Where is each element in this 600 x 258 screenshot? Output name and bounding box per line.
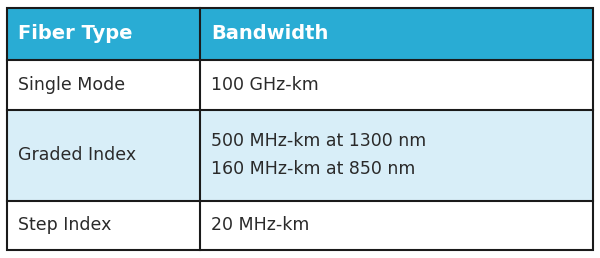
Bar: [7, 60, 200, 110]
Bar: [200, 110, 593, 200]
Bar: [200, 200, 593, 250]
Text: 100 GHz-km: 100 GHz-km: [211, 76, 319, 94]
Text: 20 MHz-km: 20 MHz-km: [211, 216, 310, 235]
Text: Bandwidth: Bandwidth: [211, 24, 329, 43]
Bar: [200, 8, 593, 60]
Text: Step Index: Step Index: [18, 216, 112, 235]
Text: Graded Index: Graded Index: [18, 146, 136, 164]
Text: Fiber Type: Fiber Type: [18, 24, 133, 43]
Text: 500 MHz-km at 1300 nm
160 MHz-km at 850 nm: 500 MHz-km at 1300 nm 160 MHz-km at 850 …: [211, 132, 427, 178]
Bar: [7, 200, 200, 250]
Bar: [200, 60, 593, 110]
Text: Single Mode: Single Mode: [18, 76, 125, 94]
Bar: [7, 8, 200, 60]
Bar: [7, 110, 200, 200]
